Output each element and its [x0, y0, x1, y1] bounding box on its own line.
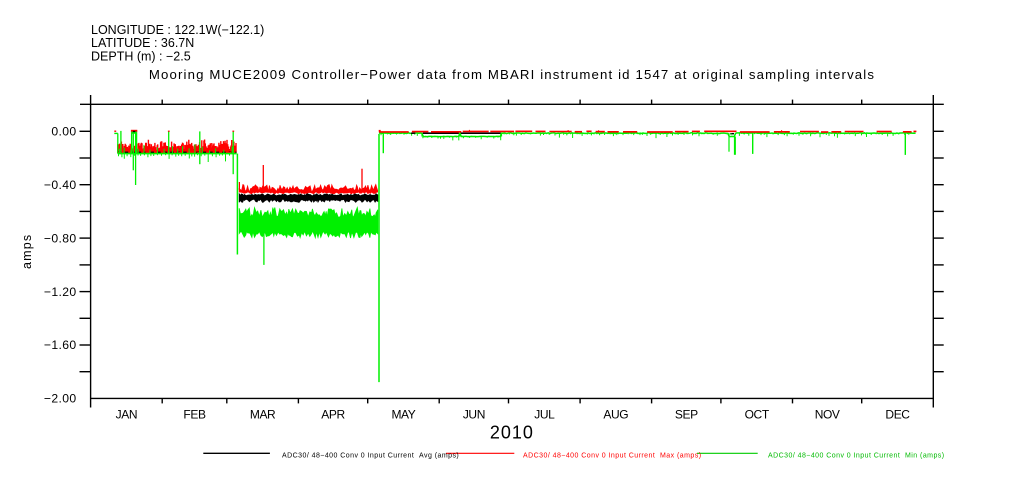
svg-text:APR: APR	[321, 408, 345, 422]
svg-text:NOV: NOV	[815, 408, 840, 422]
svg-text:AUG: AUG	[603, 408, 628, 422]
svg-text:SEP: SEP	[675, 408, 698, 422]
svg-text:−0.40: −0.40	[44, 178, 77, 192]
svg-text:ADC30/ 48−400 Conv 0 Input Cur: ADC30/ 48−400 Conv 0 Input Current Min (…	[768, 453, 945, 460]
svg-text:0.00: 0.00	[51, 125, 76, 139]
svg-text:LONGITUDE : 122.1W(−122.1): LONGITUDE : 122.1W(−122.1)	[91, 23, 264, 37]
svg-text:ADC30/ 48−400 Conv 0 Input Cur: ADC30/ 48−400 Conv 0 Input Current Max (…	[523, 453, 701, 460]
svg-text:LATITUDE : 36.7N: LATITUDE : 36.7N	[91, 36, 194, 50]
svg-text:MAY: MAY	[391, 408, 415, 422]
svg-text:DEC: DEC	[885, 408, 910, 422]
svg-text:FEB: FEB	[183, 408, 206, 422]
svg-text:MAR: MAR	[250, 408, 276, 422]
svg-text:−1.60: −1.60	[44, 338, 77, 352]
svg-text:DEPTH (m) : −2.5: DEPTH (m) : −2.5	[91, 49, 191, 63]
svg-text:JUL: JUL	[534, 408, 555, 422]
svg-text:−1.20: −1.20	[44, 285, 77, 299]
svg-text:ADC30/ 48−400 Conv 0 Input Cur: ADC30/ 48−400 Conv 0 Input Current Avg (…	[282, 453, 459, 460]
svg-text:OCT: OCT	[745, 408, 770, 422]
svg-text:−2.00: −2.00	[44, 392, 77, 406]
svg-text:amps: amps	[20, 234, 34, 269]
svg-text:−0.80: −0.80	[44, 231, 77, 245]
svg-text:Mooring MUCE2009 Controller−Po: Mooring MUCE2009 Controller−Power data f…	[149, 67, 875, 82]
svg-text:JAN: JAN	[116, 408, 137, 422]
svg-text:2010: 2010	[490, 423, 534, 443]
svg-text:JUN: JUN	[463, 408, 485, 422]
